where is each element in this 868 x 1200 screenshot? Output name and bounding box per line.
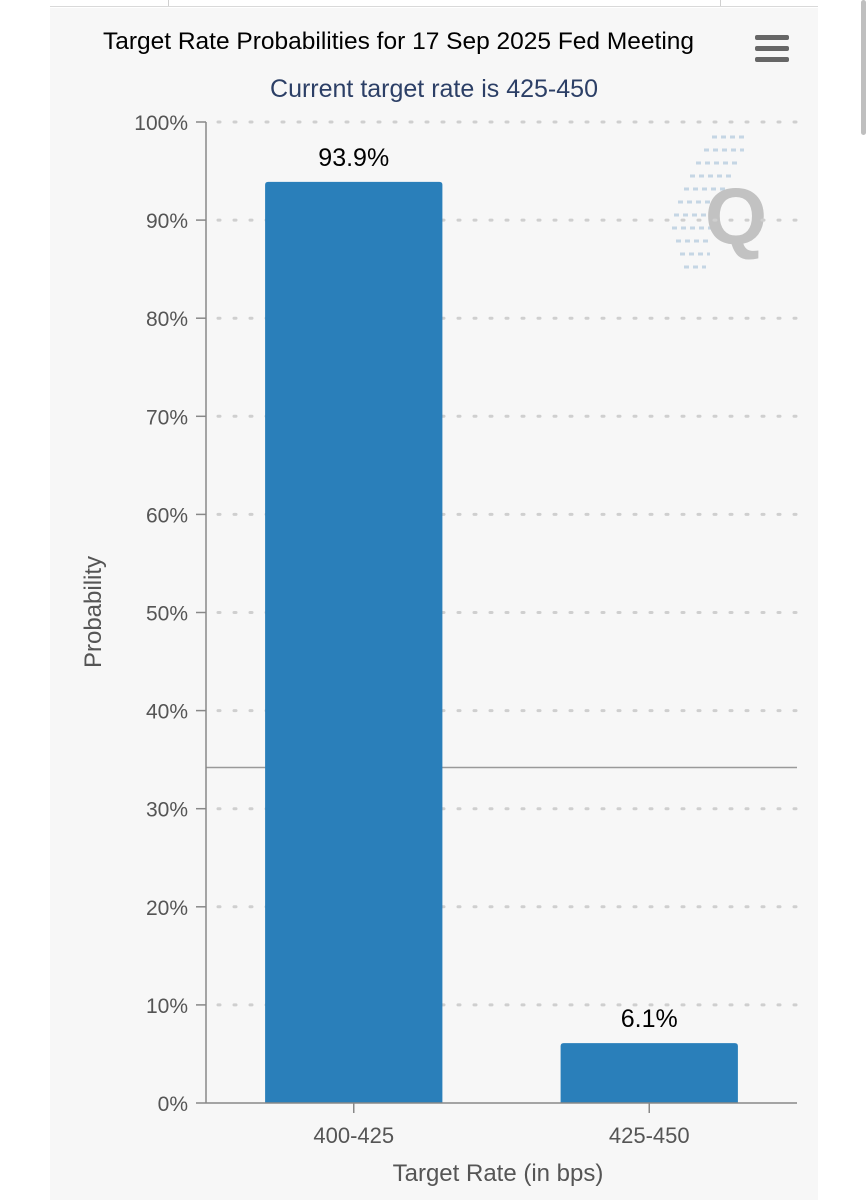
data-label: 6.1% <box>621 1005 678 1033</box>
y-tick-label: 10% <box>146 995 188 1018</box>
data-labels: 93.9% 6.1% <box>318 144 677 1033</box>
y-tick-label: 0% <box>158 1093 188 1116</box>
strip-divider <box>720 0 721 6</box>
chart-menu-button[interactable] <box>752 32 792 64</box>
y-tick-label: 80% <box>146 308 188 331</box>
x-tick-label: 400-425 <box>313 1123 394 1148</box>
y-tick-label: 90% <box>146 210 188 233</box>
strip-divider <box>168 0 169 6</box>
y-tick-label: 30% <box>146 799 188 822</box>
data-label: 93.9% <box>318 144 389 172</box>
y-tick-label: 40% <box>146 701 188 724</box>
top-strip <box>50 0 818 7</box>
tick-labels: 0% 10% 20% 30% 40% 50% 60% 70% 80% 90% 100% 400-425… <box>134 112 689 1148</box>
bars <box>265 181 738 1103</box>
y-tick-label: 60% <box>146 504 188 527</box>
watermark-letter: Q <box>705 172 767 261</box>
y-tick-label: 100% <box>134 112 188 135</box>
scrollbar-thumb[interactable] <box>861 0 866 135</box>
x-axis-title: Target Rate (in bps) <box>393 1160 604 1187</box>
axes <box>196 121 797 1113</box>
watermark-logo: Q <box>672 135 767 269</box>
chart-subtitle: Current target rate is 425-450 <box>270 75 598 103</box>
y-tick-label: 70% <box>146 406 188 429</box>
y-axis-title: Probability <box>80 556 107 668</box>
y-tick-label: 50% <box>146 603 188 626</box>
bar-425-450 <box>560 1043 738 1103</box>
bar-400-425 <box>265 181 443 1103</box>
y-tick-label: 20% <box>146 897 188 920</box>
x-tick-label: 425-450 <box>609 1123 690 1148</box>
chart-title: Target Rate Probabilities for 17 Sep 202… <box>102 28 695 55</box>
